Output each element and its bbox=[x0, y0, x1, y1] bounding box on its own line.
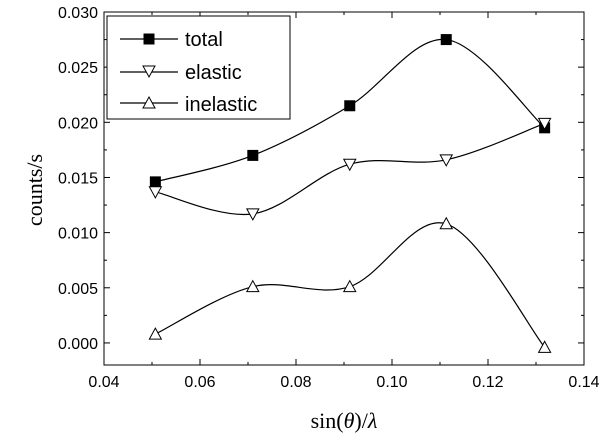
x-tick-label: 0.10 bbox=[376, 374, 407, 391]
x-axis-label-theta: θ bbox=[344, 408, 355, 433]
y-axis-label: counts/s bbox=[22, 154, 47, 226]
data-point-elastic bbox=[148, 186, 163, 199]
legend-label-total: total bbox=[185, 29, 223, 51]
y-tick-label: 0.030 bbox=[58, 5, 98, 22]
data-point-total bbox=[344, 100, 356, 112]
y-tick-label: 0.015 bbox=[58, 170, 98, 187]
x-tick-label: 0.14 bbox=[568, 374, 599, 391]
x-tick-label: 0.04 bbox=[88, 374, 119, 391]
x-axis-label-lambda: λ bbox=[367, 408, 378, 433]
data-point-inelastic bbox=[439, 216, 454, 230]
x-axis-label: sin(θ)/λ bbox=[311, 408, 378, 433]
series-markers bbox=[148, 34, 552, 353]
x-tick-label: 0.12 bbox=[472, 374, 503, 391]
data-point-inelastic bbox=[537, 340, 552, 353]
data-point-inelastic bbox=[148, 327, 163, 340]
data-point-elastic bbox=[537, 117, 552, 131]
data-point-inelastic bbox=[342, 279, 357, 293]
legend-marker-elastic bbox=[142, 65, 156, 79]
data-point-elastic bbox=[342, 158, 357, 172]
x-axis-label-part-1: sin( bbox=[311, 408, 344, 433]
legend: total elastic inelastic bbox=[106, 15, 291, 120]
data-point-total bbox=[149, 176, 161, 188]
legend-label-elastic: elastic bbox=[185, 62, 242, 84]
x-axis-label-part-2: )/ bbox=[354, 408, 368, 433]
x-tick-label: 0.08 bbox=[280, 374, 311, 391]
y-tick-label: 0.000 bbox=[58, 336, 98, 353]
data-point-elastic bbox=[245, 208, 260, 221]
legend-label-inelastic: inelastic bbox=[185, 94, 257, 116]
legend-marker-inelastic bbox=[142, 95, 156, 109]
x-tick-label: 0.06 bbox=[184, 374, 215, 391]
ticks: 0.04 0.06 0.08 0.10 0.12 0.14 0.000 0.005 0.010 0… bbox=[58, 5, 600, 391]
data-point-total bbox=[440, 34, 452, 46]
y-tick-label: 0.005 bbox=[58, 281, 98, 298]
y-tick-label: 0.010 bbox=[58, 226, 98, 243]
data-point-total bbox=[247, 149, 259, 161]
y-tick-label: 0.020 bbox=[58, 115, 98, 132]
data-point-elastic bbox=[439, 154, 454, 167]
legend-box bbox=[106, 15, 291, 120]
y-tick-label: 0.025 bbox=[58, 60, 98, 77]
legend-marker-total bbox=[143, 33, 155, 45]
data-point-inelastic bbox=[245, 279, 260, 293]
series-line-inelastic bbox=[155, 222, 546, 348]
